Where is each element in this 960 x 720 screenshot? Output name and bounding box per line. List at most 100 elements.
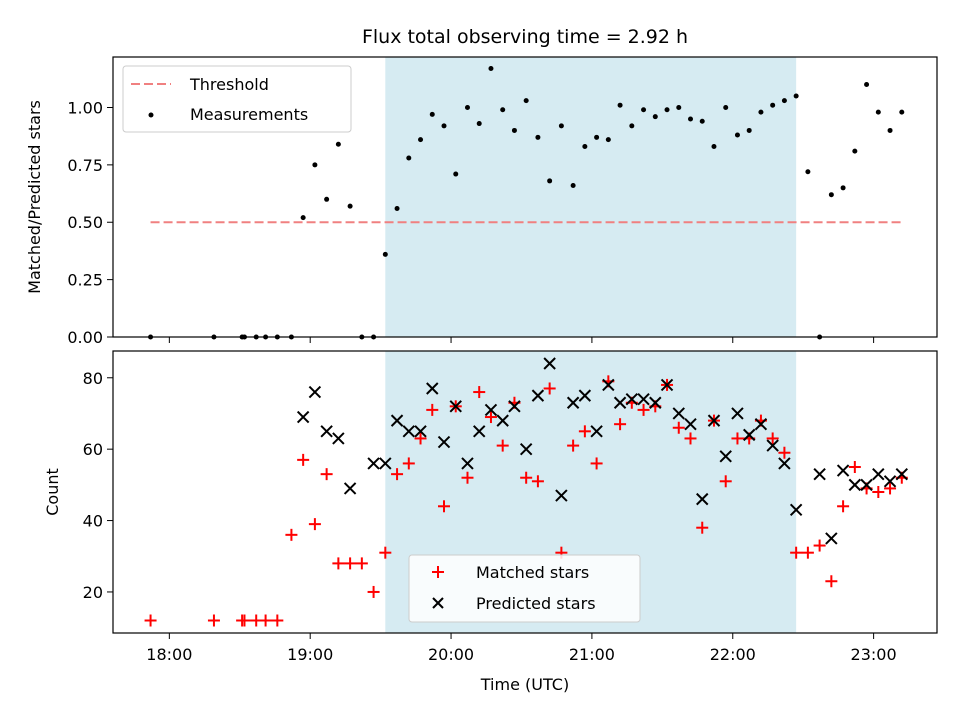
top-x-ticks bbox=[168, 337, 875, 343]
predicted-star-point bbox=[860, 478, 873, 492]
matched-star-point bbox=[402, 457, 415, 470]
matched-star-point bbox=[367, 585, 380, 598]
predicted-star-point bbox=[390, 414, 404, 427]
measurement-point bbox=[734, 132, 740, 138]
measurement-point bbox=[758, 109, 764, 115]
matched-star-point bbox=[379, 546, 392, 559]
measurement-point bbox=[781, 98, 787, 104]
chart-title: Flux total observing time = 2.92 h bbox=[362, 26, 688, 48]
measurement-point bbox=[828, 192, 834, 198]
matched-star-point bbox=[567, 439, 580, 452]
predicted-star-point bbox=[461, 457, 474, 470]
top-legend: Threshold Measurements bbox=[122, 65, 352, 133]
predicted-star-point bbox=[473, 425, 486, 438]
predicted-star-point bbox=[484, 403, 498, 417]
matched-star-point bbox=[614, 418, 627, 431]
legend-measurements-swatch bbox=[148, 112, 154, 118]
measurement-point bbox=[840, 185, 846, 191]
matched-star-point bbox=[285, 528, 298, 541]
measurement-point bbox=[570, 183, 576, 189]
bottom-y-tick-label: 80 bbox=[83, 369, 103, 388]
x-axis-label: Time (UTC) bbox=[480, 675, 569, 694]
predicted-star-point bbox=[696, 492, 709, 506]
measurement-point bbox=[746, 127, 752, 133]
matched-star-point bbox=[813, 539, 826, 552]
bottom-x-ticks: 18:00 19:00 20:00 21:00 22:00 23:00 bbox=[146, 633, 897, 664]
measurement-point bbox=[676, 104, 682, 110]
predicted-star-point bbox=[731, 407, 744, 420]
x-tick-label: 18:00 bbox=[146, 645, 192, 664]
predicted-star-point bbox=[825, 532, 838, 545]
predicted-star-point bbox=[343, 482, 357, 495]
measurement-point bbox=[805, 169, 811, 175]
legend-predicted-label: Predicted stars bbox=[476, 594, 596, 613]
predicted-star-point bbox=[555, 489, 568, 502]
predicted-star-point bbox=[672, 407, 685, 420]
matched-star-point bbox=[144, 614, 157, 627]
measurement-point bbox=[535, 134, 541, 140]
predicted-star-point bbox=[519, 442, 533, 456]
measurement-point bbox=[629, 123, 635, 129]
matched-star-point bbox=[719, 475, 732, 488]
top-axes-frame bbox=[112, 56, 938, 338]
matched-star-point bbox=[344, 557, 357, 570]
measurement-point bbox=[511, 127, 517, 133]
matched-star-point bbox=[766, 432, 779, 445]
measurement-point bbox=[324, 196, 330, 202]
predicted-star-point bbox=[449, 400, 462, 413]
measurement-point bbox=[887, 127, 893, 133]
matched-star-point bbox=[825, 575, 838, 588]
matched-star-point bbox=[520, 471, 533, 484]
x-tick-label: 23:00 bbox=[851, 645, 897, 664]
matched-star-point bbox=[426, 403, 439, 416]
predicted-star-point bbox=[660, 378, 674, 392]
bottom-y-axis-label: Count bbox=[43, 468, 62, 516]
matched-star-point bbox=[848, 461, 861, 474]
matched-star-point bbox=[259, 614, 272, 627]
x-tick-label: 20:00 bbox=[428, 645, 474, 664]
predicted-star-point bbox=[414, 425, 427, 438]
matched-star-point bbox=[484, 411, 497, 424]
measurement-point bbox=[418, 137, 424, 143]
top-y-tick-label: 0.75 bbox=[67, 156, 103, 175]
matched-star-point bbox=[461, 471, 474, 484]
measurement-point bbox=[617, 102, 623, 108]
measurement-point bbox=[652, 114, 658, 120]
matched-star-point bbox=[543, 382, 556, 395]
matched-star-point bbox=[672, 421, 685, 434]
matched-star-point bbox=[837, 500, 850, 513]
predicted-star-point bbox=[848, 478, 862, 492]
predicted-star-point bbox=[426, 382, 439, 395]
matched-star-point bbox=[320, 468, 333, 481]
measurement-point bbox=[547, 178, 553, 184]
matched-star-point bbox=[801, 546, 814, 559]
bottom-y-tick-label: 40 bbox=[83, 512, 103, 531]
measurement-point bbox=[875, 109, 881, 115]
top-y-tick-label: 0.50 bbox=[67, 213, 103, 232]
measurement-point bbox=[770, 102, 776, 108]
matched-star-point bbox=[355, 557, 368, 570]
matched-star-point bbox=[578, 425, 591, 438]
predicted-star-point bbox=[707, 414, 721, 427]
x-tick-label: 21:00 bbox=[569, 645, 615, 664]
bottom-y-tick-label: 60 bbox=[83, 440, 103, 459]
measurement-point bbox=[605, 137, 611, 143]
matched-star-point bbox=[238, 614, 251, 627]
legend-threshold-label: Threshold bbox=[189, 75, 269, 94]
bottom-axes-frame bbox=[112, 350, 938, 634]
matched-star-point bbox=[790, 546, 803, 559]
predicted-star-point bbox=[496, 414, 509, 427]
matched-star-point bbox=[531, 475, 544, 488]
matched-star-point bbox=[496, 439, 509, 452]
measurement-point bbox=[464, 104, 470, 110]
measurement-point bbox=[488, 65, 494, 71]
predicted-star-point bbox=[778, 457, 791, 470]
top-legend-box bbox=[122, 65, 352, 133]
top-y-tick-label: 1.00 bbox=[67, 98, 103, 117]
measurement-point bbox=[664, 107, 670, 113]
matched-star-point bbox=[438, 500, 451, 513]
matched-star-point bbox=[414, 432, 427, 445]
predicted-star-point bbox=[789, 503, 803, 517]
